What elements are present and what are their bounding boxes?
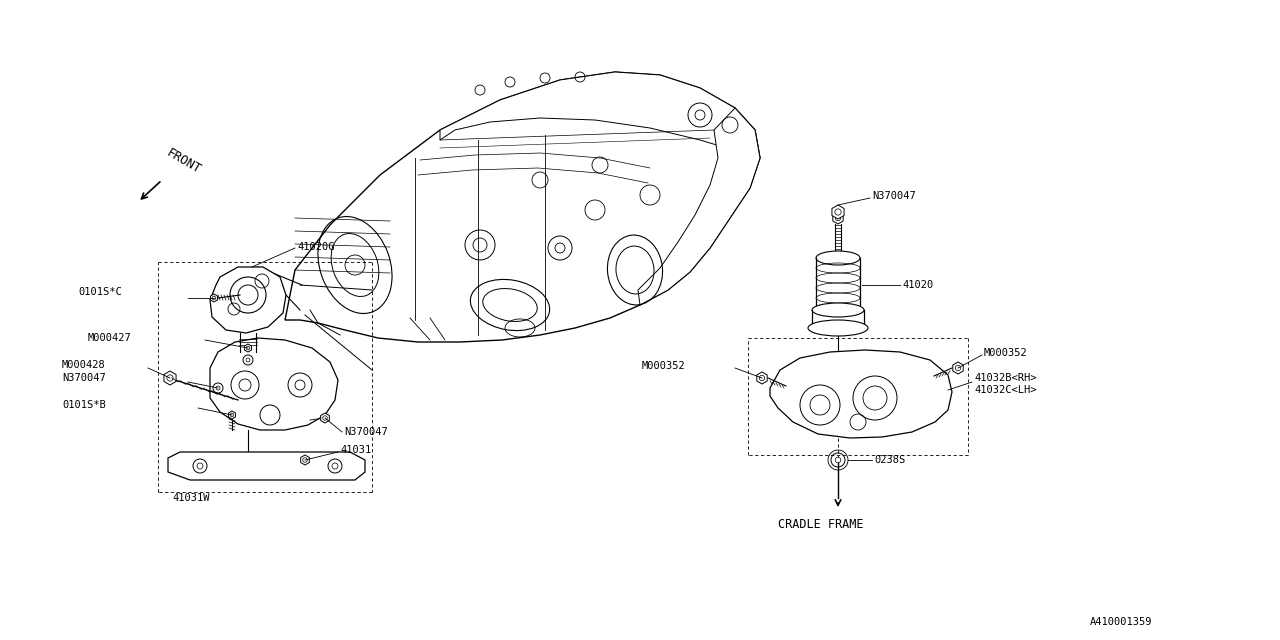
Polygon shape — [771, 350, 952, 438]
Text: A410001359: A410001359 — [1091, 617, 1152, 627]
Ellipse shape — [808, 320, 868, 336]
Circle shape — [246, 358, 250, 362]
Polygon shape — [164, 371, 177, 385]
Text: 41031: 41031 — [340, 445, 371, 455]
Polygon shape — [440, 72, 760, 158]
Ellipse shape — [817, 251, 860, 265]
Ellipse shape — [812, 303, 864, 317]
Text: 41032C<LH>: 41032C<LH> — [974, 385, 1037, 395]
Circle shape — [836, 457, 841, 463]
Text: 41020: 41020 — [902, 280, 933, 290]
Polygon shape — [285, 72, 760, 342]
Text: FRONT: FRONT — [164, 146, 204, 176]
Text: 0101S*B: 0101S*B — [61, 400, 106, 410]
Polygon shape — [637, 108, 760, 305]
Text: CRADLE FRAME: CRADLE FRAME — [778, 518, 864, 531]
Polygon shape — [952, 362, 963, 374]
Text: 41020G: 41020G — [297, 242, 334, 252]
Text: N370047: N370047 — [61, 373, 106, 383]
Text: M000428: M000428 — [61, 360, 106, 370]
Polygon shape — [301, 455, 310, 465]
Polygon shape — [210, 267, 285, 333]
Polygon shape — [168, 452, 365, 480]
Circle shape — [216, 386, 220, 390]
Text: 41031W: 41031W — [172, 493, 210, 503]
Polygon shape — [229, 411, 236, 419]
Polygon shape — [210, 294, 218, 302]
Polygon shape — [244, 344, 251, 352]
Polygon shape — [832, 205, 844, 219]
Text: N370047: N370047 — [344, 427, 388, 437]
Text: N370047: N370047 — [872, 191, 915, 201]
Polygon shape — [210, 338, 338, 430]
Text: 41032B<RH>: 41032B<RH> — [974, 373, 1037, 383]
Text: M000352: M000352 — [984, 348, 1028, 358]
Text: 0238S: 0238S — [874, 455, 905, 465]
Text: 0101S*C: 0101S*C — [78, 287, 122, 297]
Text: M000427: M000427 — [88, 333, 132, 343]
Polygon shape — [321, 413, 329, 423]
Text: M000352: M000352 — [643, 361, 686, 371]
Polygon shape — [756, 372, 767, 384]
Polygon shape — [833, 212, 844, 224]
